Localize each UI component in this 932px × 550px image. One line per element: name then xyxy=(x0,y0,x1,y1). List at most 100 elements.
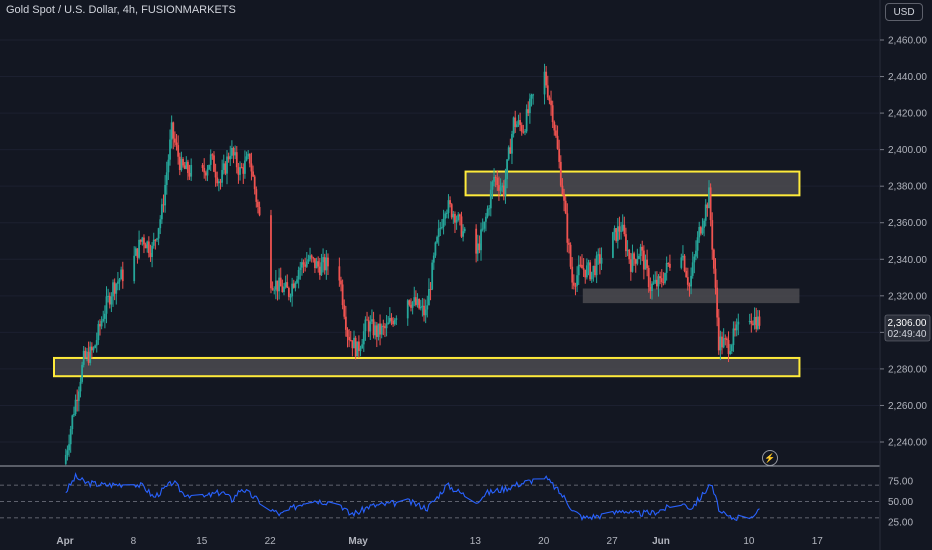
candle-body xyxy=(95,340,98,346)
candle-body xyxy=(587,262,590,266)
candle-body xyxy=(340,280,342,285)
candle-body xyxy=(211,154,214,156)
candle-body xyxy=(139,239,142,242)
candle-body xyxy=(441,227,443,229)
candle-body xyxy=(221,169,224,183)
candle-body xyxy=(276,280,279,292)
candle-body xyxy=(341,284,344,306)
lightning-icon[interactable]: ⚡ xyxy=(762,450,778,466)
candle-body xyxy=(716,287,719,318)
candle-body xyxy=(499,187,502,191)
price-tick-label: 2,420.00 xyxy=(888,109,927,120)
candle-body xyxy=(227,156,230,160)
candle-body xyxy=(323,257,326,271)
candle-body xyxy=(517,120,520,125)
candle-body xyxy=(652,282,655,284)
candle-body xyxy=(317,261,320,267)
candle-body xyxy=(384,326,386,329)
candle-body xyxy=(115,283,118,294)
candle-body xyxy=(502,185,505,196)
candle-body xyxy=(235,152,238,168)
candle-body xyxy=(574,285,577,287)
candle-body xyxy=(449,200,451,205)
candle-body xyxy=(454,213,456,223)
candle-body xyxy=(651,283,653,292)
candle-body xyxy=(64,454,67,464)
candle-body xyxy=(152,239,155,246)
candle-body xyxy=(543,71,546,95)
candle-body xyxy=(110,296,113,305)
candle-body xyxy=(348,336,351,341)
candle-body xyxy=(154,239,157,241)
candle-body xyxy=(633,253,635,260)
rsi-tick-label: 75.00 xyxy=(888,477,913,488)
candle-body xyxy=(74,399,77,414)
candle-body xyxy=(94,345,97,348)
rsi-axis: 25.00 50.00 75.00 xyxy=(888,477,913,529)
candle-body xyxy=(688,284,691,287)
currency-button[interactable]: USD xyxy=(885,3,923,21)
candle-body xyxy=(680,257,683,268)
candle-body xyxy=(133,255,136,282)
candle-body xyxy=(568,242,570,245)
candle-body xyxy=(483,221,486,229)
zone-0 xyxy=(464,170,801,197)
candle-body xyxy=(708,187,710,209)
candle-body xyxy=(615,228,618,241)
candle-body xyxy=(248,153,251,164)
candle-body xyxy=(594,265,596,276)
candle-body xyxy=(444,213,447,219)
candle-body xyxy=(414,297,417,305)
time-tick-label: Apr xyxy=(56,536,73,547)
candle-body xyxy=(478,243,481,251)
candle-body xyxy=(528,98,531,114)
candle-body xyxy=(748,320,751,322)
candle-body xyxy=(486,208,489,217)
time-tick-label: 27 xyxy=(607,536,619,547)
price-tick-label: 2,280.00 xyxy=(888,364,927,375)
candle-body xyxy=(68,444,70,451)
candle-body xyxy=(514,117,517,127)
candle-body xyxy=(439,227,442,229)
candle-body xyxy=(134,248,137,256)
candle-body xyxy=(724,338,727,340)
candle-body xyxy=(159,219,162,229)
countdown-value: 02:49:40 xyxy=(888,329,927,340)
candle-body xyxy=(701,227,704,234)
candle-body xyxy=(257,201,259,207)
candle-body xyxy=(286,282,289,288)
candle-body xyxy=(234,152,237,156)
candle-body xyxy=(480,229,482,251)
candle-body xyxy=(364,319,367,332)
candle-body xyxy=(522,131,525,133)
candle-body xyxy=(660,278,663,282)
candle-body xyxy=(250,163,253,172)
candle-body xyxy=(532,94,535,96)
candle-body xyxy=(167,159,170,173)
candle-body xyxy=(89,346,92,363)
candle-body xyxy=(190,165,193,177)
last-price-label: 2,306.00 02:49:40 xyxy=(884,314,931,342)
candle-body xyxy=(121,269,124,282)
candle-body xyxy=(292,283,295,288)
candle-body xyxy=(571,266,574,283)
time-tick-label: 8 xyxy=(131,536,137,547)
candle-body xyxy=(488,208,491,210)
candle-body xyxy=(120,269,123,280)
candle-body xyxy=(434,242,437,256)
candle-body xyxy=(244,160,246,174)
candle-body xyxy=(374,325,377,336)
candle-body xyxy=(283,287,285,292)
candle-body xyxy=(291,283,294,297)
candle-body xyxy=(108,295,111,305)
candle-body xyxy=(576,275,578,286)
candle-body xyxy=(258,206,261,216)
candle-body xyxy=(682,255,684,258)
candle-body xyxy=(418,298,421,309)
candle-body xyxy=(498,185,500,191)
candle-body xyxy=(99,324,101,327)
candle-body xyxy=(351,340,354,349)
candle-body xyxy=(162,204,165,206)
candle-body xyxy=(320,262,323,276)
